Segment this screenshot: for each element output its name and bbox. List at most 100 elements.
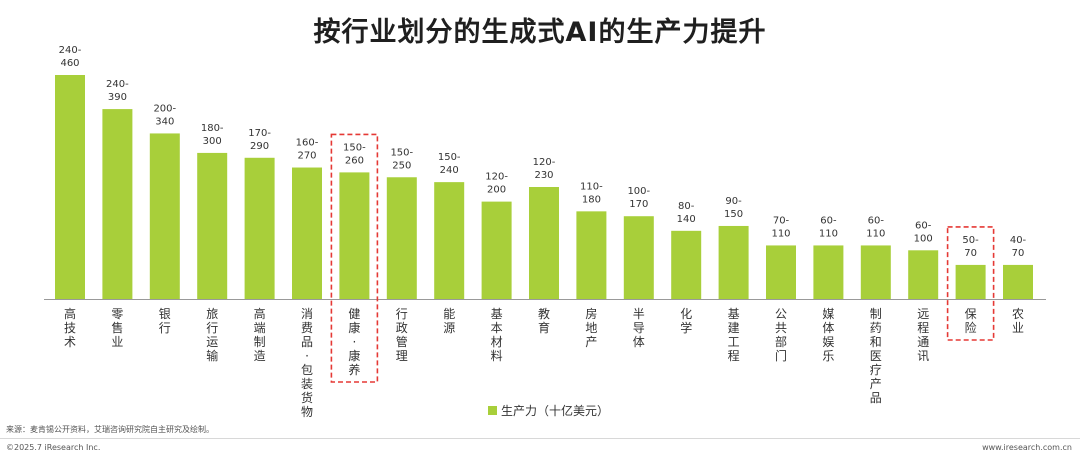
category-tick-label: 管	[396, 334, 408, 349]
bar-chart: 240-460高技术240-390零售业200-340银行180-300旅行运输…	[44, 45, 1046, 419]
category-tick-label: 产	[870, 377, 882, 391]
category-tick-label: 半	[633, 307, 645, 321]
category-tick-label: 材	[491, 335, 503, 349]
category-tick-label: ·	[305, 349, 309, 363]
legend-label: 生产力（十亿美元）	[501, 404, 610, 418]
category-tick-label: 讯	[917, 349, 929, 363]
category-tick-label: 零	[111, 307, 123, 321]
category-tick-label: 旅	[206, 307, 218, 321]
category-tick-label: 农	[1012, 307, 1024, 321]
data-label: 300	[203, 136, 222, 147]
category-tick-label: 业	[1012, 321, 1024, 335]
category-tick-label: 教	[538, 306, 550, 321]
category-tick-label: 学	[680, 320, 692, 335]
category-tick-label: 程	[917, 320, 929, 335]
category-tick-label: 行	[159, 321, 171, 335]
data-label: 120-	[485, 172, 508, 183]
data-label: 200-	[153, 103, 176, 114]
data-label: 150	[724, 209, 743, 220]
data-label: 50-	[962, 235, 979, 246]
category-tick-label: 造	[254, 349, 266, 363]
data-label: 100-	[627, 186, 650, 197]
category-tick-label: 养	[348, 362, 360, 377]
data-label: 150-	[390, 147, 413, 158]
data-label: 270	[297, 151, 316, 162]
data-label: 110	[819, 228, 838, 239]
category-tick-label: 制	[254, 335, 266, 349]
data-label: 40-	[1010, 235, 1027, 246]
bar	[481, 201, 512, 299]
data-label: 180	[582, 194, 601, 205]
category-tick-label: 源	[443, 321, 455, 335]
category-tick-label: 体	[822, 321, 834, 335]
bar	[908, 250, 939, 299]
data-label: 260	[345, 155, 364, 166]
category-tick-label: 健	[348, 307, 360, 321]
category-tick-label: 行	[206, 321, 218, 335]
category-tick-label: 政	[396, 321, 408, 335]
category-tick-label: 高	[64, 306, 76, 321]
data-label: 150-	[343, 142, 366, 153]
category-tick-label: 业	[111, 335, 123, 349]
data-label: 90-	[725, 196, 742, 207]
bar	[813, 245, 844, 299]
bar	[292, 167, 322, 299]
category-tick-label: 地	[585, 321, 597, 335]
category-tick-label: 工	[728, 335, 740, 349]
category-tick-label: 端	[254, 321, 266, 335]
category-tick-label: 险	[965, 320, 977, 335]
category-tick-label: 品	[301, 335, 313, 349]
category-tick-label: 物	[301, 405, 313, 419]
data-label: 120-	[533, 157, 556, 168]
category-tick-label: 术	[64, 335, 76, 349]
category-tick-label: 基	[491, 307, 503, 321]
category-tick-label: 能	[443, 307, 455, 321]
bar	[860, 245, 891, 299]
category-tick-label: 银	[159, 307, 171, 321]
data-label: 60-	[820, 215, 837, 226]
data-label: 290	[250, 141, 269, 152]
data-label: 110	[866, 228, 885, 239]
bar	[102, 109, 133, 299]
category-tick-label: 部	[775, 334, 787, 349]
legend: 生产力（十亿美元）	[488, 402, 609, 419]
bar	[197, 152, 228, 299]
category-tick-label: 房	[585, 306, 597, 321]
website-url: www.iresearch.com.cn	[982, 443, 1072, 452]
data-label: 140	[677, 214, 696, 225]
data-label: 60-	[868, 215, 885, 226]
category-tick-label: 化	[680, 307, 692, 321]
category-tick-label: 远	[917, 307, 929, 321]
highlight-box	[330, 133, 379, 383]
category-tick-label: 建	[728, 321, 740, 335]
category-tick-label: 售	[111, 320, 123, 335]
category-tick-label: 本	[491, 321, 503, 335]
bar	[1003, 264, 1033, 299]
category-tick-label: 基	[728, 307, 740, 321]
bar	[434, 182, 465, 299]
category-tick-label: 技	[64, 321, 76, 335]
data-label: 230	[534, 170, 553, 181]
data-label: 70-	[773, 215, 790, 226]
data-label: 340	[155, 116, 174, 127]
category-tick-label: 品	[870, 391, 882, 405]
category-tick-label: 程	[728, 348, 740, 363]
legend-swatch	[488, 406, 497, 415]
data-label: 70	[1012, 248, 1025, 259]
data-label: 240	[440, 165, 459, 176]
bar	[339, 172, 370, 299]
data-label: 240-	[59, 45, 82, 56]
category-tick-label: 消	[301, 307, 313, 321]
data-label: 240-	[106, 79, 129, 90]
category-tick-label: 料	[491, 349, 503, 363]
data-label: 110	[771, 228, 790, 239]
category-tick-label: 货	[301, 390, 313, 405]
data-label: 100	[914, 233, 933, 244]
category-tick-label: 体	[633, 335, 645, 349]
category-tick-label: 共	[775, 321, 787, 335]
bar	[55, 75, 85, 299]
category-tick-label: 保	[965, 307, 977, 321]
source-note: 来源：麦肯锡公开资料，艾瑞咨询研究院自主研究及绘制。	[6, 425, 214, 434]
category-tick-label: 娱	[822, 335, 834, 349]
category-tick-label: 和	[870, 335, 882, 349]
